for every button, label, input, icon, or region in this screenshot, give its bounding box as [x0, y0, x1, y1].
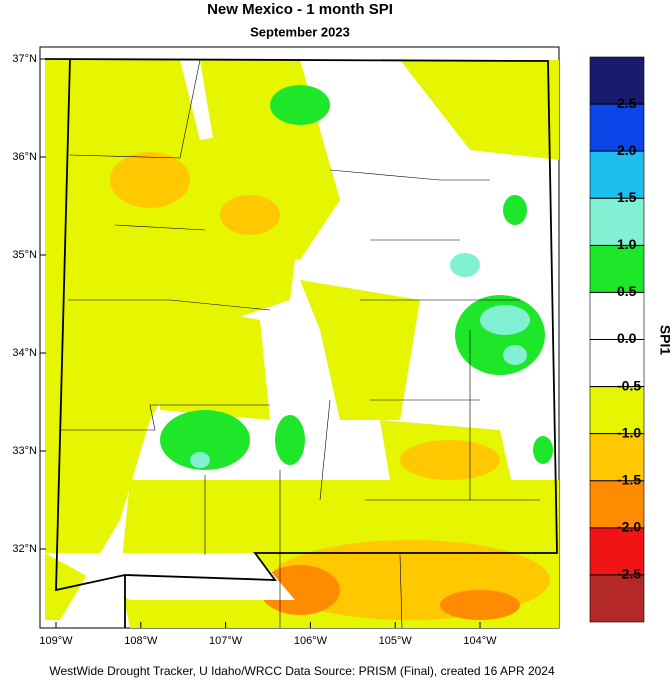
- colorbar-swatch: [589, 527, 645, 576]
- colorbar-swatch: [589, 339, 645, 387]
- lon-tick-label: 104°W: [463, 635, 497, 647]
- lon-tick-label: 109°W: [39, 635, 73, 647]
- colorbar-tick-label: -0.5: [617, 377, 641, 393]
- lat-tick-label: 35°N: [12, 249, 37, 261]
- lon-tick-label: 105°W: [379, 635, 413, 647]
- lat-tick-label: 37°N: [12, 53, 37, 65]
- colorbar-tick-label: -2.5: [617, 566, 641, 582]
- colorbar-tick-label: -1.0: [617, 424, 641, 440]
- map: [39, 46, 560, 629]
- colorbar-swatch: [589, 150, 645, 199]
- colorbar-swatch: [589, 386, 645, 434]
- lat-tick-label: 33°N: [12, 445, 37, 457]
- subtitle: September 2023: [250, 24, 350, 39]
- lat-tick-label: 36°N: [12, 151, 37, 163]
- colorbar-tick-label: 2.5: [617, 95, 637, 111]
- state-borders: [44, 58, 558, 629]
- lat-tick-label: 34°N: [12, 347, 37, 359]
- colorbar-swatch: [589, 292, 645, 340]
- colorbar-swatch: [589, 433, 645, 482]
- colorbar-tick-label: 0.5: [617, 283, 637, 299]
- colorbar-tick-label: 1.5: [617, 189, 637, 205]
- spi-field: [45, 60, 559, 628]
- footer: WestWide Drought Tracker, U Idaho/WRCC D…: [49, 664, 555, 678]
- colorbar-swatch: [589, 245, 645, 293]
- colorbar-tick-label: 0.0: [617, 330, 637, 346]
- title: New Mexico - 1 month SPI: [207, 1, 393, 18]
- lat-tick-label: 32°N: [12, 543, 37, 555]
- lon-tick-label: 108°W: [124, 635, 158, 647]
- colorbar-tick-label: -2.0: [617, 519, 641, 535]
- colorbar-tick-label: 1.0: [617, 236, 637, 252]
- lon-tick-label: 107°W: [209, 635, 243, 647]
- lon-tick-label: 106°W: [294, 635, 328, 647]
- colorbar-tick-label: 2.0: [617, 142, 637, 158]
- colorbar-tick-label: -1.5: [617, 471, 641, 487]
- colorbar-label: SPI1: [657, 325, 671, 356]
- colorbar-swatch: [589, 574, 645, 623]
